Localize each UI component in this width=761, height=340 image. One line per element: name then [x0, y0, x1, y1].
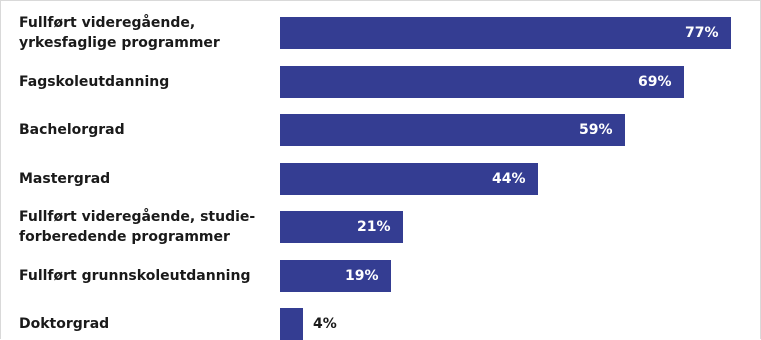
value-label: 4%: [313, 308, 337, 340]
value-label: 59%: [579, 114, 613, 146]
value-label: 69%: [638, 66, 672, 98]
bar: [280, 114, 625, 146]
category-label: Mastergrad: [19, 169, 271, 189]
value-label: 77%: [685, 17, 719, 49]
bar: [280, 17, 731, 49]
category-label: Fullført videregående, studie- forberede…: [19, 207, 271, 247]
category-label: Fagskoleutdanning: [19, 72, 271, 92]
category-label: Fullført grunnskoleutdanning: [19, 266, 271, 286]
value-label: 19%: [345, 260, 379, 292]
bar: [280, 66, 684, 98]
value-label: 44%: [492, 163, 526, 195]
bar: [280, 308, 303, 340]
category-label: Doktorgrad: [19, 314, 271, 334]
category-label: Fullført videregående, yrkesfaglige prog…: [19, 13, 271, 53]
value-label: 21%: [357, 211, 391, 243]
category-label: Bachelorgrad: [19, 120, 271, 140]
